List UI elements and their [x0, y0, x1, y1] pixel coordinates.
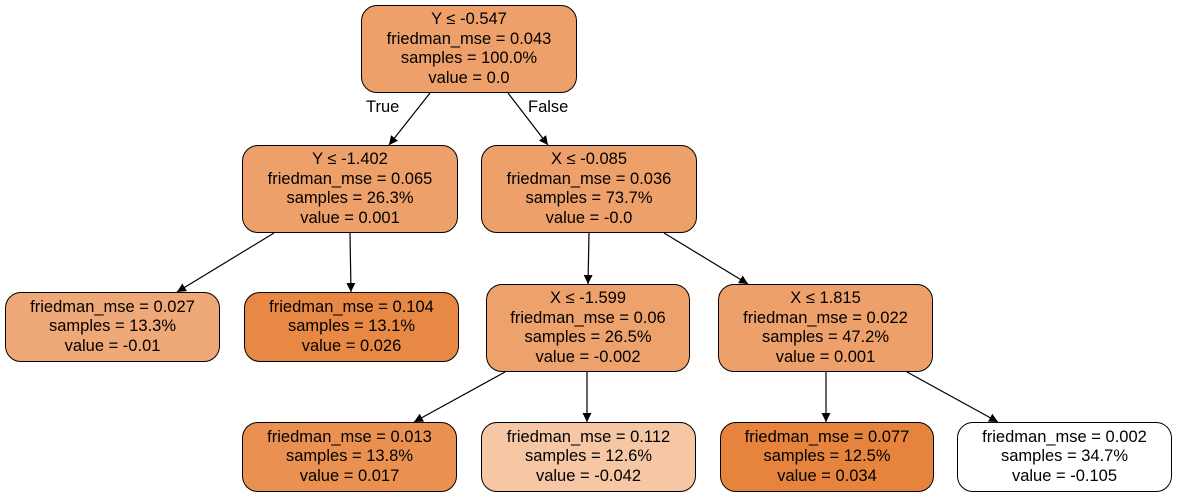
node-text-line: friedman_mse = 0.043 [386, 29, 552, 48]
node-text-line: samples = 26.3% [286, 189, 414, 207]
node-text-line: samples = 13.1% [287, 317, 416, 336]
node-text-line: X ≤ -1.599 [549, 289, 626, 307]
node-text-line: samples = 73.7% [525, 189, 653, 207]
node-text-line: value = 0.001 [300, 208, 400, 227]
node-text-line: friedman_mse = 0.027 [30, 297, 195, 316]
edge-label-true: True [366, 98, 400, 116]
edge-label-false: False [528, 98, 569, 116]
node-text-line: friedman_mse = 0.077 [744, 427, 910, 446]
node-text-line: friedman_mse = 0.022 [743, 308, 908, 327]
tree-node-n4: friedman_mse = 0.104 samples = 13.1% value… [244, 292, 459, 362]
node-text-line: X ≤ 1.815 [790, 289, 861, 307]
tree-node-n7: friedman_mse = 0.013 samples = 13.8% value… [242, 422, 457, 492]
node-text-line: Y ≤ -0.547 [431, 10, 507, 28]
edge-n2-n5 [583, 232, 593, 285]
node-text-line: value = -0.105 [1011, 466, 1118, 485]
node-text-line: Y ≤ -1.402 [312, 150, 388, 168]
node-text-line: friedman_mse = 0.013 [267, 427, 432, 446]
node-text-line: samples = 12.5% [763, 447, 891, 466]
tree-node-n10: friedman_mse = 0.002 samples = 34.7% value… [957, 422, 1172, 492]
node-text-line: samples = 13.8% [285, 447, 414, 466]
node-text-line: friedman_mse = 0.104 [269, 297, 434, 316]
edge-n0-n2 [507, 92, 549, 146]
node-text-line: value = -0.01 [64, 336, 161, 355]
tree-node-n8: friedman_mse = 0.112 samples = 12.6% value… [481, 422, 696, 492]
node-text-line: samples = 12.6% [524, 447, 653, 466]
node-text-line: value = -0.0 [545, 208, 633, 227]
node-text-line: friedman_mse = 0.065 [267, 169, 433, 188]
edge-n6-n10 [906, 371, 999, 423]
node-text-line: samples = 100.0% [400, 49, 538, 67]
edge-n0-n1 [388, 92, 431, 146]
node-text-line: value = -0.042 [535, 466, 642, 485]
node-text-line: friedman_mse = 0.06 [510, 308, 666, 327]
node-text-line: friedman_mse = 0.112 [506, 427, 671, 446]
node-text-line: value = 0.034 [777, 466, 877, 485]
node-text-line: X ≤ -0.085 [550, 150, 627, 168]
node-text-line: value = 0.017 [299, 466, 400, 485]
node-text-line: samples = 13.3% [48, 317, 177, 336]
node-text-line: value = 0.001 [775, 347, 876, 366]
tree-node-n2: X ≤ -0.085 friedman_mse = 0.036 samples = … [481, 145, 697, 233]
node-text-line: friedman_mse = 0.036 [506, 169, 672, 188]
node-text-line: friedman_mse = 0.002 [982, 427, 1147, 446]
node-text-line: value = 0.026 [301, 336, 402, 355]
tree-node-n6: X ≤ 1.815 friedman_mse = 0.022 samples = 4… [718, 284, 933, 372]
tree-node-n3: friedman_mse = 0.027 samples = 13.3% value… [5, 292, 220, 362]
tree-node-n5: X ≤ -1.599 friedman_mse = 0.06 samples = 2… [486, 284, 690, 372]
tree-node-n9: friedman_mse = 0.077 samples = 12.5% value… [720, 422, 934, 492]
tree-node-n0: Y ≤ -0.547 friedman_mse = 0.043 samples = … [361, 5, 577, 93]
node-text-line: samples = 26.5% [524, 328, 652, 346]
node-text-line: value = 0.0 [428, 68, 510, 87]
edge-n1-n4 [346, 232, 356, 293]
edge-n2-n6 [663, 232, 749, 285]
edge-n5-n7 [413, 371, 506, 423]
edge-n1-n3 [176, 232, 275, 293]
node-text-line: samples = 34.7% [1000, 447, 1129, 466]
node-text-line: samples = 47.2% [761, 328, 890, 346]
node-text-line: value = -0.002 [535, 347, 641, 366]
tree-node-n1: Y ≤ -1.402 friedman_mse = 0.065 samples = … [242, 145, 458, 233]
